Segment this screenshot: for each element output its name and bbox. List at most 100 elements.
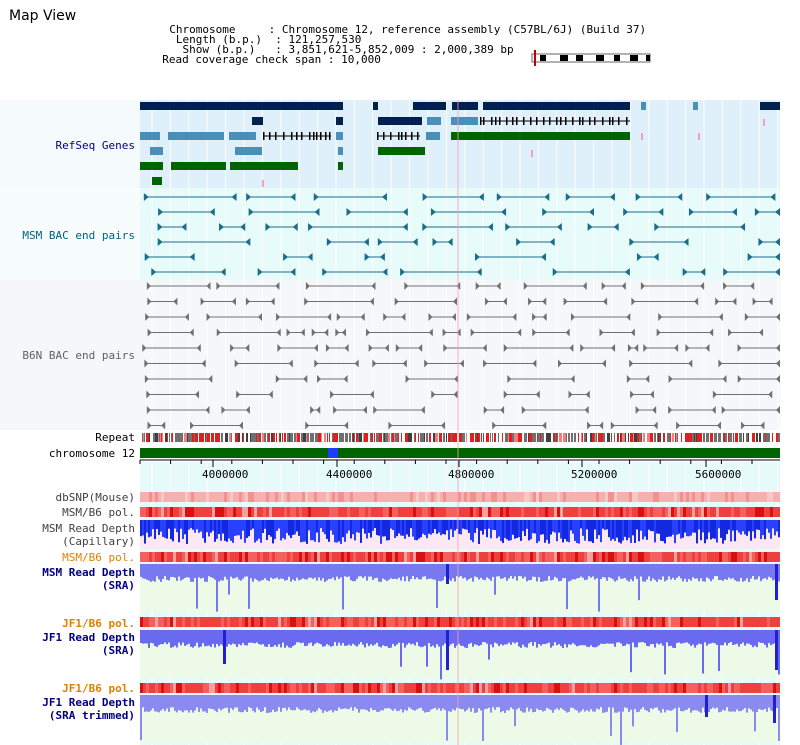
bac-end: [147, 297, 152, 306]
pol-cell: [503, 507, 506, 517]
repeat-element: [556, 433, 557, 442]
depth-bar: [662, 564, 664, 577]
pol-cell: [302, 617, 305, 627]
repeat-track[interactable]: [142, 433, 780, 442]
repeat-element: [563, 433, 566, 442]
depth-bar: [158, 695, 160, 713]
depth-bar: [664, 520, 666, 544]
depth-bar: [344, 564, 346, 577]
pol-cell: [476, 617, 479, 627]
pol-cell: [359, 617, 362, 627]
depth-bar: [188, 695, 190, 713]
depth-bar: [474, 520, 476, 533]
depth-bar: [468, 630, 470, 644]
depth-bar: [720, 695, 722, 712]
depth-bar: [144, 695, 146, 712]
depth-bar: [774, 520, 776, 536]
dbsnp-cell: [704, 492, 707, 502]
depth-bar: [698, 520, 700, 530]
depth-bar: [196, 630, 198, 643]
pol-cell: [575, 683, 578, 693]
dbsnp-cell: [176, 492, 179, 502]
pol-cell: [440, 552, 443, 562]
depth-bar: [386, 564, 388, 582]
bac-end: [459, 359, 464, 368]
pol-cell: [578, 683, 581, 693]
depth-bar: [294, 564, 296, 581]
depth-bar: [208, 520, 210, 537]
pol-cell: [236, 507, 239, 517]
depth-bar: [534, 520, 536, 534]
pol-cell: [254, 617, 257, 627]
variation-tracks[interactable]: [140, 492, 782, 745]
depth-bar: [776, 520, 778, 532]
depth-bar: [512, 630, 514, 643]
depth-bar: [146, 630, 148, 644]
bac-end: [658, 313, 663, 321]
pol-cell: [635, 507, 638, 517]
depth-bar: [664, 630, 666, 675]
pol-cell: [392, 507, 395, 517]
dbsnp-cell: [245, 492, 248, 502]
depth-bar: [556, 564, 558, 579]
depth-bar: [260, 695, 262, 713]
pol-cell: [743, 552, 746, 562]
bac-end: [196, 344, 201, 352]
track-label-msm-depth-capillary: MSM Read Depth (Capillary): [42, 522, 135, 548]
repeat-element: [195, 433, 198, 442]
depth-bar: [410, 520, 412, 529]
repeat-element: [274, 433, 275, 442]
pol-cell: [503, 617, 506, 627]
repeat-element: [392, 433, 395, 442]
repeat-element: [633, 433, 634, 442]
dbsnp-cell: [152, 492, 155, 502]
pol-cell: [266, 552, 269, 562]
gene-exon: [556, 117, 558, 125]
depth-bar: [320, 630, 322, 645]
pol-cell: [371, 617, 374, 627]
dbsnp-cell: [359, 492, 362, 502]
depth-bar: [446, 695, 448, 741]
scroll-right-edge[interactable]: [780, 100, 800, 745]
depth-bar: [626, 564, 628, 581]
repeat-element: [490, 433, 491, 442]
repeat-element: [529, 433, 532, 442]
depth-bar: [598, 630, 600, 646]
depth-bar: [398, 695, 400, 711]
pol-cell: [188, 507, 191, 517]
depth-bar: [444, 520, 446, 535]
depth-bar: [630, 695, 632, 710]
bac-end: [314, 359, 319, 368]
depth-bar: [670, 564, 672, 580]
bac-end: [712, 390, 717, 399]
pol-cell: [641, 507, 644, 517]
pol-cell: [731, 507, 734, 517]
depth-bar: [610, 695, 612, 736]
depth-bar: [636, 630, 638, 648]
depth-bar: [448, 520, 450, 540]
pol-cell: [179, 683, 182, 693]
bac-end: [216, 328, 221, 337]
depth-bar: [374, 520, 376, 529]
bac-end: [706, 193, 712, 201]
pol-cell: [473, 552, 476, 562]
msm-bac-pairs[interactable]: [143, 193, 780, 276]
refseq-gene-features[interactable]: [140, 102, 780, 187]
dbsnp-cell: [725, 492, 728, 502]
depth-bar: [436, 695, 438, 710]
pol-cell: [176, 683, 179, 693]
depth-bar: [252, 520, 254, 529]
depth-bar: [366, 520, 368, 539]
bac-end: [776, 313, 780, 321]
b6n-bac-pairs[interactable]: [142, 282, 780, 430]
depth-bar: [528, 520, 530, 541]
pol-cell: [641, 552, 644, 562]
repeat-element: [641, 433, 642, 442]
pol-cell: [518, 617, 521, 627]
pol-cell: [758, 552, 761, 562]
pol-cell: [461, 617, 464, 627]
pol-cell: [575, 617, 578, 627]
bac-end: [721, 406, 726, 414]
pol-cell: [560, 617, 563, 627]
